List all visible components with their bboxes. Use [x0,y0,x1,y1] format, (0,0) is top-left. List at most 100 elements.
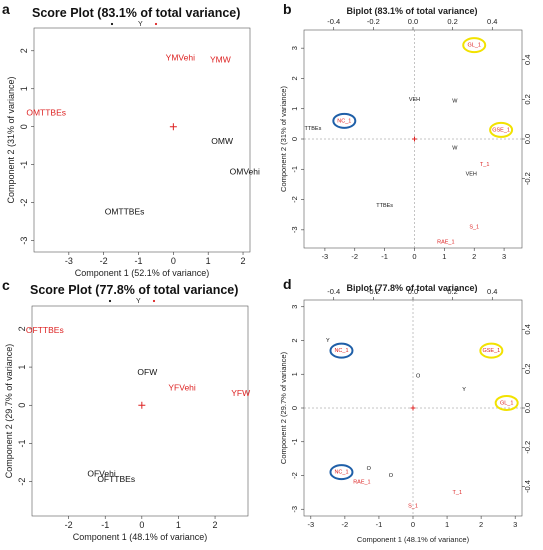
point-label: RAE_1 [353,480,370,486]
right-tick-label: 0.2 [523,94,532,104]
point-label: O [389,473,394,479]
x-tick-label: -3 [322,252,329,261]
point-label: NC_1 [334,470,348,476]
x-axis-title: Component 1 (48.1% of variance) [73,532,208,542]
top-tick-label: -0.2 [367,287,380,296]
legend-marker-black [108,299,112,303]
plot-frame [33,27,251,253]
highlight-blue-circle [329,342,354,359]
x-tick-label: 1 [206,256,211,266]
legend-marker-red [152,299,156,303]
y-tick-label: -1 [19,161,29,169]
y-tick-label: 2 [17,326,27,331]
panel-b: b Biplot (83.1% of total variance) -3 -2 -1 0… [279,1,532,261]
point-label: O [367,466,372,472]
point-label: NC_1 [337,118,351,124]
point-label: S_1 [469,224,479,230]
y-tick-label: 3 [290,305,299,309]
origin-marker [169,123,177,131]
x-tick-label: 2 [472,252,476,261]
point-label: VEH [409,97,420,103]
chart-title: Biplot (83.1% of total variance) [346,6,477,16]
point-label: RAE_1 [437,239,454,245]
origin-marker [411,136,417,142]
x-tick-label: 3 [513,520,517,529]
point-label: YMW [210,55,231,65]
legend-marker-black [110,22,114,26]
x-tick-label: 1 [442,252,446,261]
highlight-blue-circle [329,464,354,481]
highlight-yellow-circle [489,121,514,138]
point-label: VEH [466,171,477,177]
x-tick-label: 0 [411,520,415,529]
highlight-yellow-circle [494,394,519,411]
y-tick-label: -3 [19,237,29,245]
y-tick-label: -3 [290,506,299,513]
x-tick-label: -2 [342,520,349,529]
right-tick-label: 0.0 [523,134,532,144]
y-axis-title: Component 2 (31% of variance) [6,76,16,203]
x-tick-label: -1 [135,256,143,266]
point-label: T_1 [480,162,489,168]
y-tick-label: -1 [290,166,299,173]
panel-letter: d [283,276,292,292]
point-label: Y [462,387,466,393]
x-tick-label: -3 [65,256,73,266]
x-tick-label: 0 [171,256,176,266]
origin-marker [410,405,416,411]
point-label: YFW [231,388,250,398]
top-tick-label: 0.0 [408,287,418,296]
x-tick-label: 0 [139,520,144,530]
right-tick-label: 0.4 [523,55,532,65]
y-tick-label: -2 [19,199,29,207]
right-tick-label: -0.2 [523,172,532,185]
x-tick-label: 2 [213,520,218,530]
right-tick-label: -0.4 [523,480,532,493]
point-label: OMW [211,136,233,146]
point-label: T_1 [453,490,462,496]
chart-title: Biplot (77.8% of total variance) [346,283,477,293]
y-tick-label: 0 [290,137,299,141]
y-tick-label: 1 [17,365,27,370]
x-tick-label: -3 [307,520,314,529]
panel-a: a Score Plot (83.1% of total variance)Y -3… [2,1,260,278]
origin-marker [138,401,146,409]
point-label: TTBEs [376,203,393,209]
x-axis-title: Component 1 (48.1% of variance) [357,535,470,544]
x-tick-label: -1 [381,252,388,261]
highlight-blue-circle [332,112,357,129]
point-label: OFTTBEs [26,325,64,335]
chart-title: Score Plot (77.8% of total variance) [30,283,238,297]
top-tick-label: -0.4 [327,287,340,296]
x-tick-label: -2 [100,256,108,266]
x-tick-label: 2 [241,256,246,266]
point-label: TTBEs [305,126,322,132]
point-label: YMVehi [166,53,195,63]
panel-letter: a [2,1,10,17]
y-axis-title: Component 2 (29.7% of variance) [4,344,14,479]
legend-marker-red [154,22,158,26]
x-tick-label: 0 [412,252,416,261]
x-tick-label: 1 [445,520,449,529]
point-label: OFW [137,367,157,377]
panel-letter: c [2,277,10,293]
y-tick-label: 2 [290,76,299,80]
x-tick-label: -1 [376,520,383,529]
top-tick-label: 0.0 [408,17,418,26]
panel-c: c Score Plot (77.8% of total variance)Y -2… [2,277,250,542]
y-tick-label: -3 [290,226,299,233]
y-tick-label: 1 [290,372,299,376]
x-axis-title: Component 1 (52.1% of variance) [75,268,210,278]
right-tick-label: 0.2 [523,364,532,374]
point-label: NC_1 [334,348,348,354]
right-tick-label: -0.2 [523,441,532,454]
highlight-yellow-circle [462,37,487,54]
right-tick-label: 0.4 [523,324,532,334]
highlight-yellow-circle [479,342,504,359]
y-axis-title: Component 2 (29.7% of variance) [279,351,288,464]
point-label: YFVehi [168,382,196,392]
top-tick-label: 0.4 [487,287,497,296]
right-tick-label: 0.0 [523,403,532,413]
point-label: O [416,373,421,379]
